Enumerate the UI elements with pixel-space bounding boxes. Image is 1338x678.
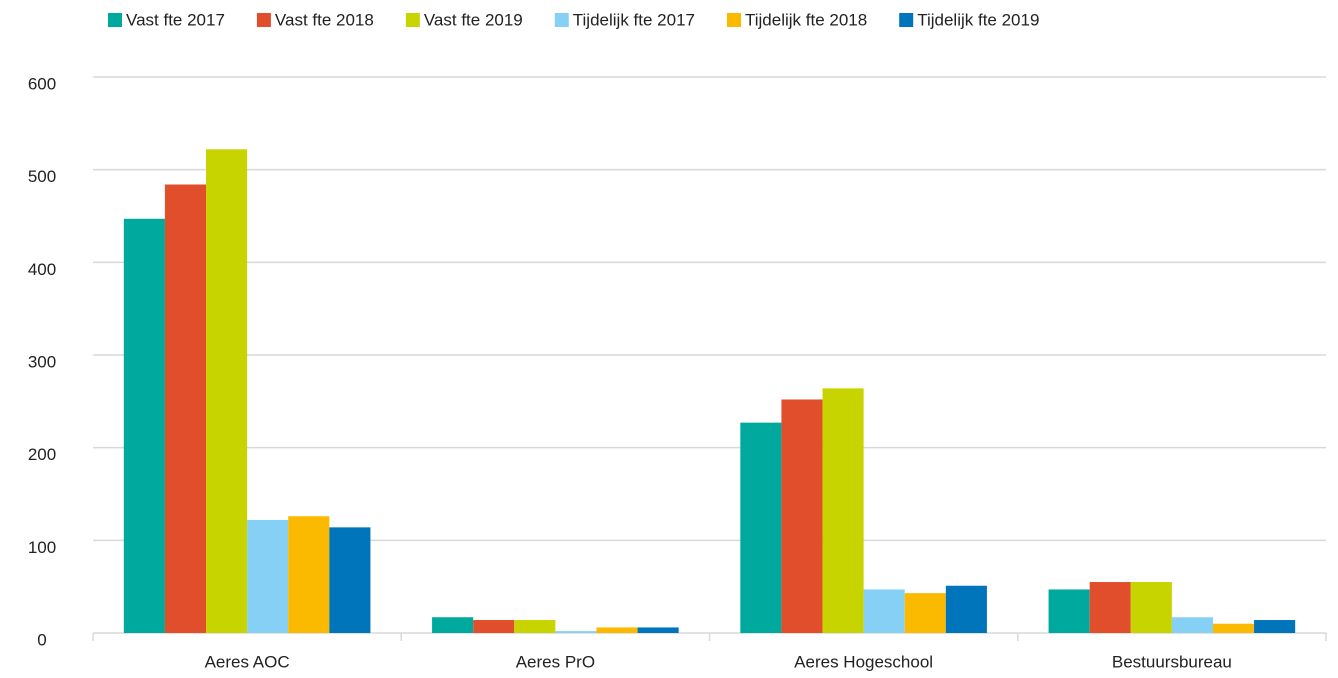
legend-label: Tijdelijk fte 2017 xyxy=(573,10,695,29)
bar xyxy=(822,388,864,633)
bar xyxy=(288,516,330,633)
bar xyxy=(904,593,946,633)
bar xyxy=(164,184,207,633)
y-tick-label: 600 xyxy=(28,74,56,93)
y-tick-label: 0 xyxy=(37,630,46,649)
bar xyxy=(555,631,597,633)
bar xyxy=(247,519,289,633)
legend-label: Vast fte 2018 xyxy=(275,10,374,29)
y-tick-label: 500 xyxy=(28,167,56,186)
bar xyxy=(1089,582,1131,633)
bar xyxy=(473,620,515,633)
y-tick-label: 300 xyxy=(28,352,56,371)
legend-swatch xyxy=(108,13,122,27)
legend-swatch xyxy=(726,13,741,27)
bar xyxy=(1171,617,1213,633)
legend-label: Vast fte 2017 xyxy=(126,10,225,29)
bar xyxy=(740,422,782,633)
bar xyxy=(863,589,905,633)
legend-label: Tijdelijk fte 2018 xyxy=(745,10,867,29)
bar xyxy=(1212,623,1255,633)
x-tick-label: Aeres AOC xyxy=(205,652,290,671)
legend-swatch xyxy=(899,13,914,27)
y-tick-label: 200 xyxy=(28,445,56,464)
bar xyxy=(637,627,679,633)
bar xyxy=(781,399,823,633)
bar xyxy=(206,149,248,633)
x-tick-label: Bestuursbureau xyxy=(1112,652,1232,671)
x-tick-label: Aeres Hogeschool xyxy=(794,652,933,671)
bar xyxy=(1254,620,1296,633)
legend-label: Tijdelijk fte 2019 xyxy=(917,10,1039,29)
bar xyxy=(945,585,987,633)
bar xyxy=(329,527,371,633)
bar xyxy=(596,627,638,633)
bar xyxy=(432,617,474,633)
bar xyxy=(123,218,165,633)
bar xyxy=(514,620,556,633)
y-tick-label: 100 xyxy=(28,538,56,557)
legend-label: Vast fte 2019 xyxy=(424,10,523,29)
bar xyxy=(1048,589,1090,633)
legend-swatch xyxy=(256,13,271,27)
x-tick-label: Aeres PrO xyxy=(516,652,595,671)
bar xyxy=(1130,582,1172,633)
legend-swatch xyxy=(554,13,569,27)
y-tick-label: 400 xyxy=(28,260,56,279)
legend-swatch xyxy=(405,13,420,27)
